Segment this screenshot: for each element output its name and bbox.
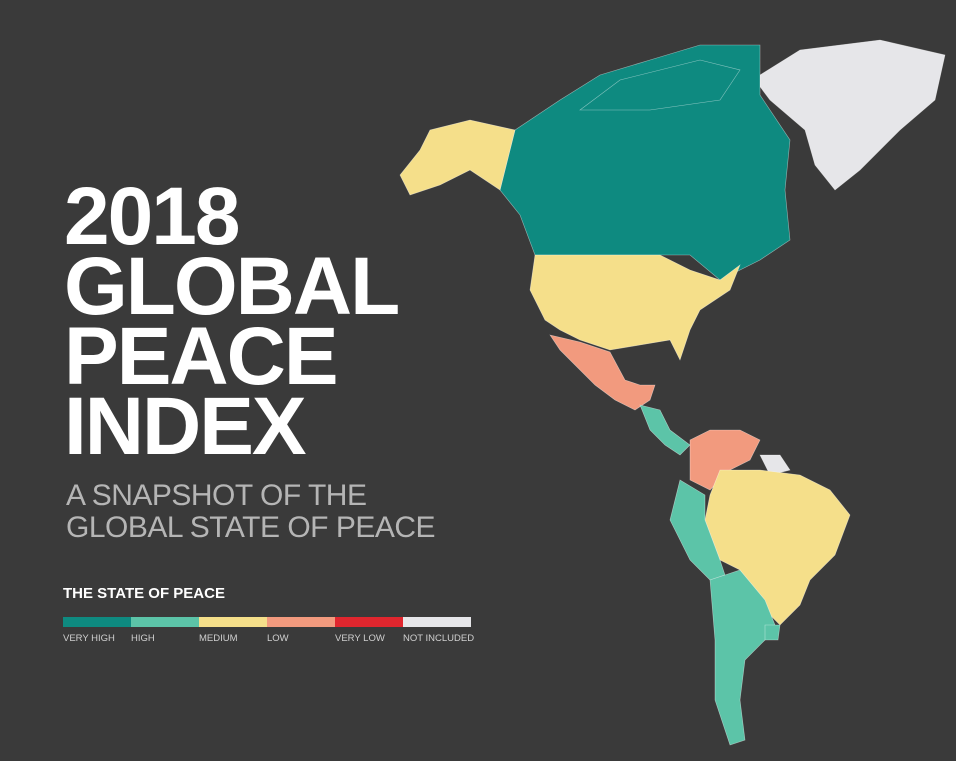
legend-swatch — [267, 617, 335, 627]
legend-swatch — [335, 617, 403, 627]
legend-item: MEDIUM — [199, 617, 267, 644]
usa — [529, 254, 741, 361]
legend-title: THE STATE OF PEACE — [63, 585, 225, 602]
legend-label: MEDIUM — [199, 633, 238, 644]
colombia-venezuela — [689, 429, 761, 491]
alaska — [399, 119, 516, 196]
legend-label: LOW — [267, 633, 289, 644]
subtitle-line: A SNAPSHOT OF THE — [66, 479, 367, 512]
mexico — [549, 334, 656, 411]
guianas — [759, 454, 791, 476]
canada — [499, 44, 791, 281]
legend-item: NOT INCLUDED — [403, 617, 475, 644]
greenland — [754, 39, 946, 191]
legend-label: VERY LOW — [335, 633, 385, 644]
legend-item: VERY HIGH — [63, 617, 131, 644]
title-line: PEACE — [64, 311, 339, 402]
legend-swatch — [199, 617, 267, 627]
legend-item: VERY LOW — [335, 617, 403, 644]
central-america — [639, 404, 691, 456]
legend-label: VERY HIGH — [63, 633, 115, 644]
legend-item: HIGH — [131, 617, 199, 644]
legend-swatch — [403, 617, 471, 627]
title-line: 2018 — [64, 171, 240, 262]
legend-label: NOT INCLUDED — [403, 633, 475, 644]
chile-argentina — [709, 569, 776, 746]
title-line: GLOBAL — [64, 241, 400, 332]
legend-item: LOW — [267, 617, 335, 644]
uruguay — [764, 624, 781, 641]
legend-swatch — [63, 617, 131, 627]
title-line: INDEX — [64, 381, 307, 472]
legend-label: HIGH — [131, 633, 155, 644]
canada-islands — [579, 59, 741, 111]
subtitle-line: GLOBAL STATE OF PEACE — [66, 511, 436, 544]
legend-swatch — [131, 617, 199, 627]
